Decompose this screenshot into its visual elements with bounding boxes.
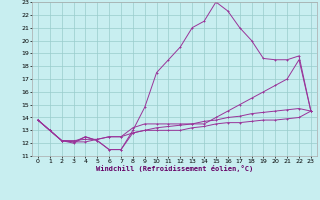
X-axis label: Windchill (Refroidissement éolien,°C): Windchill (Refroidissement éolien,°C) — [96, 165, 253, 172]
